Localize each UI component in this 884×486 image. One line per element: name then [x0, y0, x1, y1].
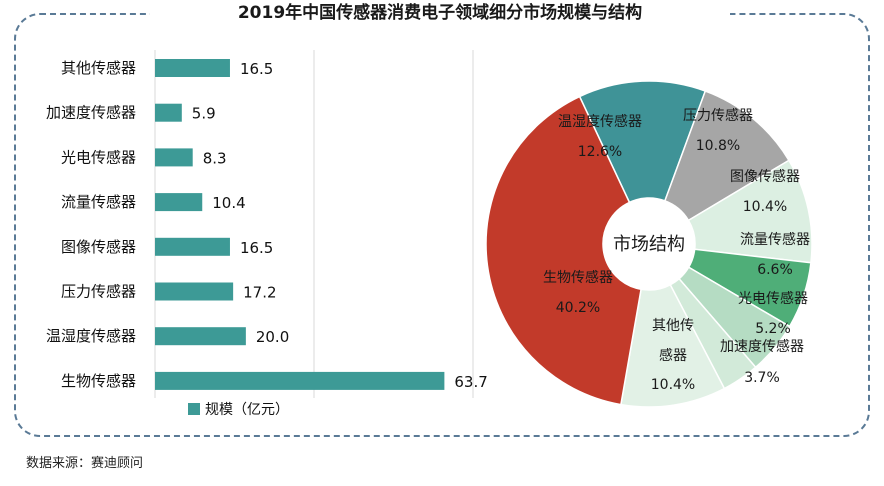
bar-value-label: 16.5 [240, 60, 273, 78]
donut-slice-percent: 10.4% [651, 377, 695, 393]
legend-swatch [188, 403, 200, 415]
donut-slice-percent: 5.2% [755, 321, 791, 337]
bar [155, 282, 234, 301]
donut-slice-label: 感器 [659, 347, 687, 364]
data-source: 数据来源：赛迪顾问 [26, 456, 144, 471]
donut-slice-label: 图像传感器 [730, 168, 800, 185]
bar-value-label: 10.4 [212, 194, 245, 212]
bar-value-labels: 16.5 5.9 8.3 10.4 16.5 17.2 20.0 63.7 [192, 60, 488, 391]
bar [155, 371, 445, 390]
donut-slice-label: 生物传感器 [543, 269, 613, 286]
legend-label: 规模（亿元） [205, 402, 289, 418]
donut-slice-label: 光电传感器 [738, 290, 808, 307]
bar [155, 148, 193, 167]
donut-center-label: 市场结构 [613, 234, 685, 255]
donut-slice-percent: 10.4% [743, 199, 787, 215]
bar-category-labels: 其他传感器加速度传感器光电传感器流量传感器图像传感器压力传感器温湿度传感器生物传… [46, 59, 136, 390]
chart-title: 2019年中国传感器消费电子领域细分市场规模与结构 [150, 0, 730, 26]
bar-value-label: 8.3 [203, 149, 227, 167]
bar-value-label: 5.9 [192, 105, 216, 123]
donut-slice-label: 其他传 [652, 318, 694, 334]
donut-slice-label: 加速度传感器 [720, 338, 804, 355]
bar-value-label: 63.7 [454, 373, 487, 391]
bar [155, 327, 246, 346]
bar-category-label: 图像传感器 [61, 238, 136, 256]
bar [155, 237, 230, 256]
donut-slice-labels: 温湿度传感器 12.6% 压力传感器 10.8% 图像传感器 10.4% 流量传感器 6.6%… [543, 107, 810, 393]
bar-category-label: 压力传感器 [61, 283, 136, 301]
bar [155, 59, 230, 77]
donut-slice-percent: 10.8% [696, 138, 740, 154]
bar-category-label: 流量传感器 [61, 193, 136, 211]
bar [155, 193, 203, 212]
bar [155, 103, 182, 122]
donut-slice-percent: 12.6% [578, 144, 622, 160]
donut-slice-percent: 3.7% [744, 370, 780, 386]
bar-gridlines [154, 50, 474, 398]
bar-category-label: 生物传感器 [61, 372, 136, 390]
bar-category-label: 温湿度传感器 [46, 327, 136, 345]
donut-slice-label: 压力传感器 [683, 107, 753, 124]
bar-legend: 规模（亿元） [188, 402, 289, 418]
bar-category-label: 光电传感器 [61, 148, 136, 166]
donut-chart [485, 80, 813, 408]
donut-slice-label: 温湿度传感器 [558, 113, 642, 130]
bar-category-label: 其他传感器 [61, 59, 136, 77]
bar-value-label: 17.2 [243, 284, 276, 302]
bar-value-label: 20.0 [256, 328, 289, 346]
bar-category-label: 加速度传感器 [46, 104, 136, 122]
donut-hole [603, 198, 695, 290]
donut-slice-label: 流量传感器 [740, 231, 810, 248]
donut-slice-percent: 6.6% [757, 262, 793, 278]
bar-value-label: 16.5 [240, 239, 273, 257]
bar-series [155, 59, 445, 390]
donut-slice-percent: 40.2% [556, 300, 600, 316]
